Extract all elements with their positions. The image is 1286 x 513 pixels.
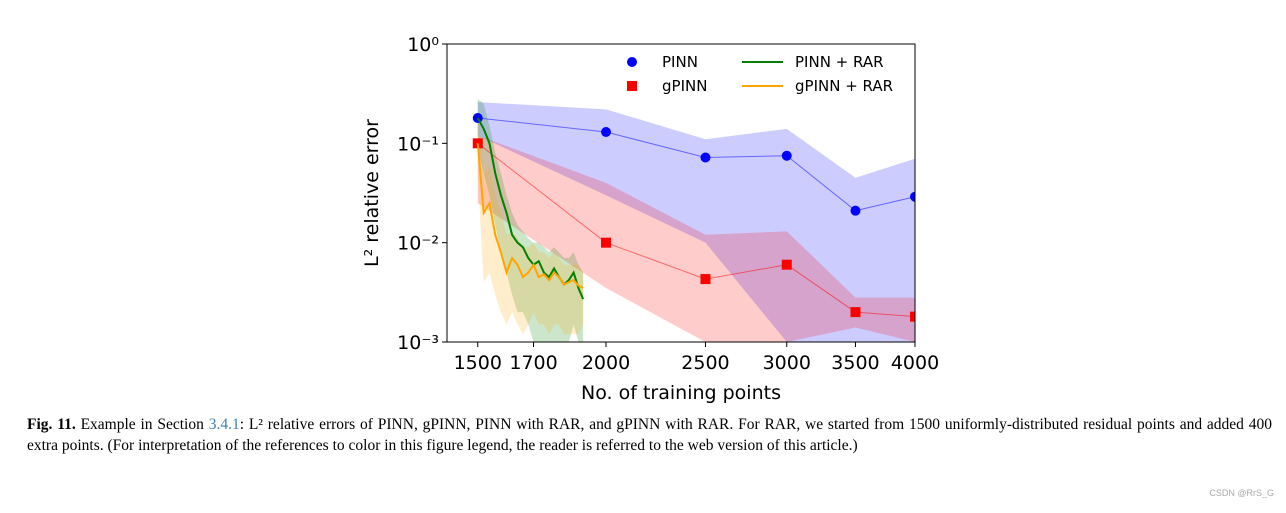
x-tick-label: 3000 — [763, 352, 811, 374]
point — [781, 150, 792, 161]
x-tick-label: 1700 — [509, 352, 557, 374]
legend-label: gPINN + RAR — [795, 77, 893, 95]
caption-label: Fig. 11. — [27, 416, 76, 433]
legend-marker — [627, 81, 637, 91]
plot-area — [472, 98, 915, 342]
caption: Fig. 11. Example in Section 3.4.1: L² re… — [27, 414, 1272, 456]
point — [910, 191, 915, 202]
x-tick-label: 1500 — [454, 352, 502, 374]
chart: 1500 1700 2000 2500 3000 3500 4000 10⁻³ 10⁻² 10⁻¹… — [361, 34, 939, 404]
legend: PINN gPINN PINN + RAR gPINN + RAR — [627, 53, 893, 95]
series-line — [477, 142, 915, 318]
legend-label: gPINN — [662, 77, 707, 95]
y-tick-label: 10⁻³ — [397, 332, 439, 354]
axes-frame — [446, 43, 916, 343]
watermark: CSDN @RrS_G — [1209, 488, 1274, 498]
legend-marker — [627, 57, 637, 67]
error-band — [477, 98, 584, 342]
y-axis-label: L² relative error — [361, 119, 383, 267]
point — [700, 152, 711, 163]
caption-text: Example in Section — [80, 416, 204, 433]
point — [910, 311, 915, 322]
x-tick-label: 2000 — [582, 352, 630, 374]
series-line — [476, 143, 584, 289]
point — [850, 205, 861, 216]
error-band — [477, 102, 915, 342]
point — [781, 259, 792, 270]
legend-label: PINN — [662, 53, 698, 71]
point — [601, 237, 612, 248]
y-tick-label: 10⁰ — [407, 34, 439, 56]
error-band — [477, 135, 915, 342]
point — [700, 274, 711, 285]
x-tick-label: 4000 — [891, 352, 939, 374]
error-band — [477, 113, 584, 335]
x-axis-label: No. of training points — [581, 382, 781, 404]
y-tick-label: 10⁻² — [397, 233, 439, 255]
series-line — [477, 117, 915, 212]
x-tick-label: 3500 — [831, 352, 879, 374]
caption-text: : L² relative errors of PINN, gPINN, PIN… — [27, 416, 1273, 454]
legend-label: PINN + RAR — [795, 53, 884, 71]
point — [850, 307, 861, 318]
x-tick-label: 2500 — [681, 352, 729, 374]
section-link[interactable]: 3.4.1 — [208, 416, 240, 433]
y-tick-label: 10⁻¹ — [397, 133, 439, 155]
point — [601, 127, 612, 138]
